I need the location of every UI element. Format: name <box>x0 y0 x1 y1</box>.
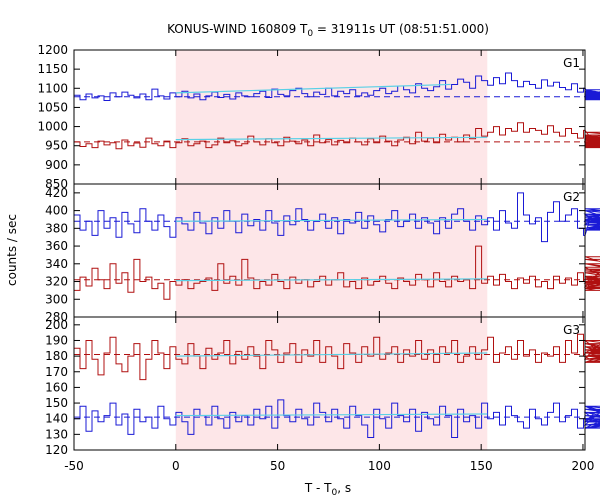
y-tick-label-g3: 170 <box>45 365 68 379</box>
y-tick-label-g1: 900 <box>45 158 68 172</box>
tick-label-layer: 85090095010001050110011501200G1280300320… <box>37 43 594 473</box>
axes-frame-layer <box>73 49 586 451</box>
x-tick-label: 50 <box>270 459 285 473</box>
y-tick-label-g1: 1200 <box>37 43 68 57</box>
y-tick-label-g3: 190 <box>45 333 68 347</box>
g2-series-1-line <box>74 192 600 243</box>
x-axis-label-prefix: T - T <box>304 481 332 495</box>
chart-title-suffix: = 31911s UT (08:51:51.000) <box>313 22 489 36</box>
shaded-interval-layer <box>175 50 488 450</box>
y-tick-label-g3: 120 <box>45 443 68 457</box>
g2-series-1-fit-line <box>175 218 488 222</box>
y-tick-label-g3: 150 <box>45 396 68 410</box>
panel-label-g3: G3 <box>563 323 580 337</box>
y-tick-label-g2: 360 <box>45 239 68 253</box>
chart-title-prefix: KONUS-WIND 160809 T <box>167 22 308 36</box>
chart-title-sub: 0 <box>307 29 313 39</box>
panel-label-g2: G2 <box>563 190 580 204</box>
y-tick-label-g2: 420 <box>45 186 68 200</box>
y-tick-label-g2: 400 <box>45 204 68 218</box>
y-tick-label-g3: 130 <box>45 427 68 441</box>
panel-frame-g3 <box>73 316 586 451</box>
x-tick-label: 100 <box>368 459 391 473</box>
x-tick-label: 200 <box>572 459 595 473</box>
y-tick-label-g1: 1100 <box>37 81 68 95</box>
y-tick-label-g2: 300 <box>45 292 68 306</box>
chart-title: KONUS-WIND 160809 T0 = 31911s UT (08:51:… <box>167 22 489 39</box>
shaded-interval-g3 <box>175 317 488 450</box>
y-tick-label-g3: 140 <box>45 412 68 426</box>
g3-series-1-line <box>74 333 600 381</box>
y-tick-label-g2: 280 <box>45 310 68 324</box>
g1-series-2-line <box>74 122 600 150</box>
y-tick-label-g3: 160 <box>45 380 68 394</box>
y-tick-label-g2: 380 <box>45 221 68 235</box>
x-axis-label-suffix: , s <box>337 481 351 495</box>
g2-series-2-fit-line <box>175 278 488 282</box>
y-tick-label-g1: 1000 <box>37 120 68 134</box>
series-layer <box>74 72 600 438</box>
y-tick-label-g3: 180 <box>45 349 68 363</box>
x-tick-label: -50 <box>64 459 84 473</box>
g1-series-1-line <box>74 72 600 101</box>
g1-series-1-fit-line <box>175 83 451 94</box>
x-axis-label-sub: 0 <box>332 488 338 498</box>
g1-series-2-fit-line <box>175 136 488 141</box>
y-axis-label: counts / sec <box>5 214 19 286</box>
panel-label-g1: G1 <box>563 56 580 70</box>
y-tick-label-g2: 320 <box>45 275 68 289</box>
y-tick-label-g3: 200 <box>45 318 68 332</box>
x-axis-label: T - T0, s <box>304 481 351 498</box>
y-tick-label-g1: 1050 <box>37 100 68 114</box>
y-tick-label-g1: 950 <box>45 139 68 153</box>
x-tick-label: 150 <box>470 459 493 473</box>
g3-series-2-line <box>74 399 600 438</box>
g3-series-2-fit-line <box>175 413 488 417</box>
y-tick-label-g2: 340 <box>45 257 68 271</box>
x-tick-label: 0 <box>172 459 180 473</box>
y-tick-label-g1: 1150 <box>37 62 68 76</box>
y-tick-label-g1: 850 <box>45 177 68 191</box>
shaded-interval-g1 <box>175 50 488 184</box>
g3-series-1-fit-line <box>175 352 488 357</box>
shaded-interval-g2 <box>175 184 488 317</box>
